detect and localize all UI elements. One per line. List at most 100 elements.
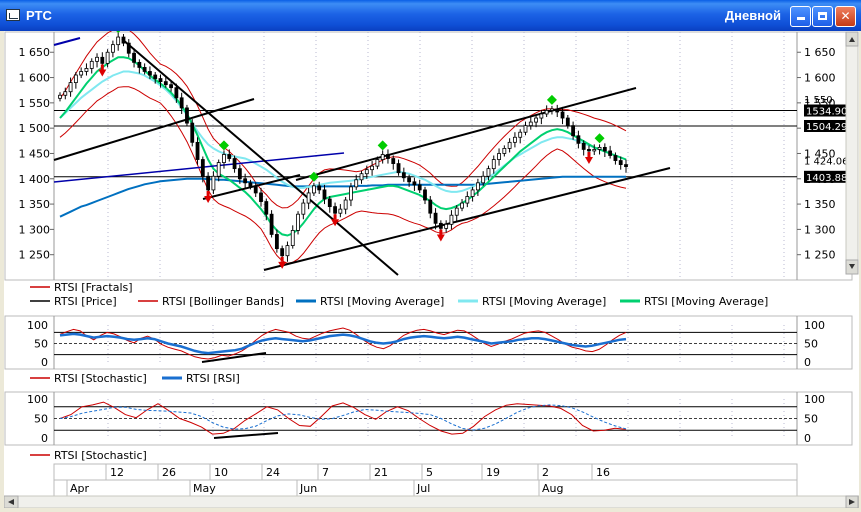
- candle-body[interactable]: [68, 82, 73, 93]
- candle-body[interactable]: [486, 168, 491, 177]
- candle-body[interactable]: [380, 154, 385, 160]
- candle-body[interactable]: [243, 178, 248, 184]
- candle-body[interactable]: [518, 131, 523, 138]
- title-bar[interactable]: РТС Дневной ✕: [0, 0, 861, 31]
- candle-body[interactable]: [544, 110, 549, 115]
- candle-body[interactable]: [185, 107, 189, 124]
- candle-body[interactable]: [497, 153, 501, 160]
- fractal-up-marker[interactable]: [377, 140, 388, 151]
- candle-body[interactable]: [513, 136, 517, 143]
- candle-body[interactable]: [317, 185, 322, 191]
- candle-body[interactable]: [95, 56, 99, 62]
- candle-body[interactable]: [555, 108, 560, 113]
- legend-label[interactable]: RTSI [Stochastic]: [54, 449, 147, 462]
- fractal-up-marker[interactable]: [594, 133, 605, 144]
- candle-body[interactable]: [232, 158, 237, 170]
- candle-body[interactable]: [624, 164, 628, 168]
- candle-body[interactable]: [174, 87, 179, 99]
- candle-body[interactable]: [126, 42, 131, 54]
- candle-body[interactable]: [454, 207, 459, 216]
- legend-label[interactable]: RTSI [Stochastic]: [54, 372, 147, 385]
- maximize-button[interactable]: [812, 6, 833, 27]
- candle-body[interactable]: [523, 125, 528, 133]
- trendline-blue-top[interactable]: [53, 37, 81, 46]
- candle-body[interactable]: [264, 201, 269, 215]
- candle-body[interactable]: [137, 61, 142, 68]
- candle-body[interactable]: [105, 51, 110, 64]
- legend-label[interactable]: RTSI [Fractals]: [54, 281, 133, 294]
- candle-body[interactable]: [428, 199, 433, 214]
- candle-body[interactable]: [449, 214, 454, 225]
- candle-body[interactable]: [301, 202, 306, 215]
- candle-body[interactable]: [322, 189, 327, 200]
- candle-body[interactable]: [179, 97, 184, 109]
- bollinger-upper[interactable]: [59, 26, 627, 209]
- candle-body[interactable]: [475, 182, 480, 191]
- candle-body[interactable]: [401, 172, 406, 179]
- candle-body[interactable]: [211, 175, 216, 191]
- horizontal-scrollbar[interactable]: [3, 495, 860, 509]
- fractal-down-marker[interactable]: [278, 261, 287, 269]
- candle-body[interactable]: [227, 154, 232, 159]
- candle-body[interactable]: [423, 189, 427, 201]
- legend-label[interactable]: RTSI [Bollinger Bands]: [162, 295, 284, 308]
- vertical-scrollbar[interactable]: [845, 31, 859, 275]
- minimize-button[interactable]: [790, 6, 811, 27]
- fractal-down-marker[interactable]: [204, 196, 213, 204]
- candle-body[interactable]: [349, 186, 353, 201]
- fractal-up-marker[interactable]: [218, 140, 229, 151]
- candle-body[interactable]: [391, 158, 396, 164]
- candle-body[interactable]: [190, 122, 195, 143]
- candle-body[interactable]: [576, 135, 581, 144]
- trendline-support-may[interactable]: [53, 98, 255, 161]
- legend-label[interactable]: RTSI [Moving Average]: [482, 295, 606, 308]
- trendline-channel-upper[interactable]: [295, 87, 637, 181]
- candle-body[interactable]: [312, 185, 316, 194]
- trendline-short[interactable]: [202, 174, 301, 200]
- candle-body[interactable]: [597, 146, 602, 150]
- candle-body[interactable]: [602, 146, 607, 152]
- stochastic-line[interactable]: [59, 401, 627, 435]
- candle-body[interactable]: [438, 222, 443, 229]
- candle-body[interactable]: [550, 108, 554, 111]
- candle-body[interactable]: [116, 36, 121, 46]
- legend-label[interactable]: RTSI [Moving Average]: [644, 295, 768, 308]
- legend-label[interactable]: RTSI [Moving Average]: [320, 295, 444, 308]
- candle-body[interactable]: [592, 149, 597, 152]
- candle-body[interactable]: [58, 94, 62, 99]
- trendline-downtrend[interactable]: [121, 38, 399, 276]
- candle-body[interactable]: [370, 165, 374, 171]
- trendline-blue-mid[interactable]: [53, 152, 345, 183]
- candle-body[interactable]: [274, 234, 279, 250]
- candle-body[interactable]: [613, 155, 618, 161]
- moving-average-blue[interactable]: [59, 175, 626, 218]
- trendline-channel-lower[interactable]: [263, 167, 671, 271]
- rsi-line[interactable]: [59, 332, 627, 355]
- candle-body[interactable]: [259, 192, 263, 202]
- candle-body[interactable]: [73, 74, 78, 84]
- candle-body[interactable]: [364, 169, 369, 175]
- candle-body[interactable]: [63, 91, 68, 96]
- candle-body[interactable]: [386, 154, 390, 159]
- candle-body[interactable]: [343, 199, 348, 210]
- candle-body[interactable]: [89, 60, 94, 69]
- period-label[interactable]: Дневной: [724, 8, 781, 23]
- candle-body[interactable]: [222, 154, 226, 163]
- candle-body[interactable]: [280, 248, 285, 257]
- candle-body[interactable]: [417, 184, 422, 191]
- osc1-divergence-line[interactable]: [201, 352, 267, 363]
- candle-body[interactable]: [333, 206, 337, 214]
- candle-body[interactable]: [396, 163, 401, 174]
- candle-body[interactable]: [338, 208, 343, 214]
- candle-body[interactable]: [79, 71, 84, 76]
- candle-body[interactable]: [290, 229, 295, 246]
- bollinger-lower[interactable]: [59, 86, 627, 264]
- candle-body[interactable]: [581, 142, 586, 150]
- candle-body[interactable]: [296, 213, 300, 231]
- candle-body[interactable]: [412, 181, 417, 186]
- candle-body[interactable]: [507, 141, 512, 149]
- candle-body[interactable]: [444, 223, 449, 229]
- candle-body[interactable]: [132, 52, 136, 63]
- candle-body[interactable]: [528, 121, 533, 127]
- legend-label[interactable]: RTSI [RSI]: [186, 372, 240, 385]
